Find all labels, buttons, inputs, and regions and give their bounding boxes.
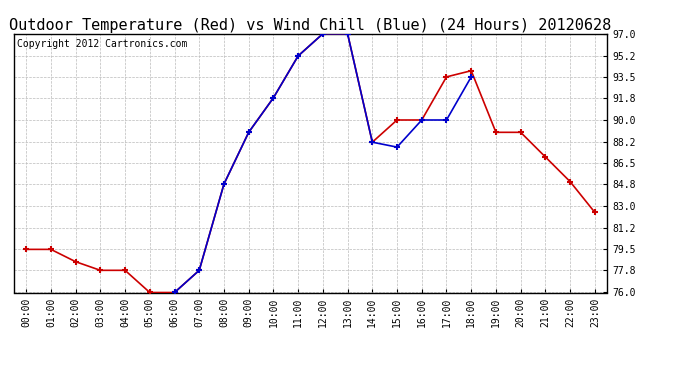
Text: Copyright 2012 Cartronics.com: Copyright 2012 Cartronics.com: [17, 39, 187, 49]
Title: Outdoor Temperature (Red) vs Wind Chill (Blue) (24 Hours) 20120628: Outdoor Temperature (Red) vs Wind Chill …: [10, 18, 611, 33]
